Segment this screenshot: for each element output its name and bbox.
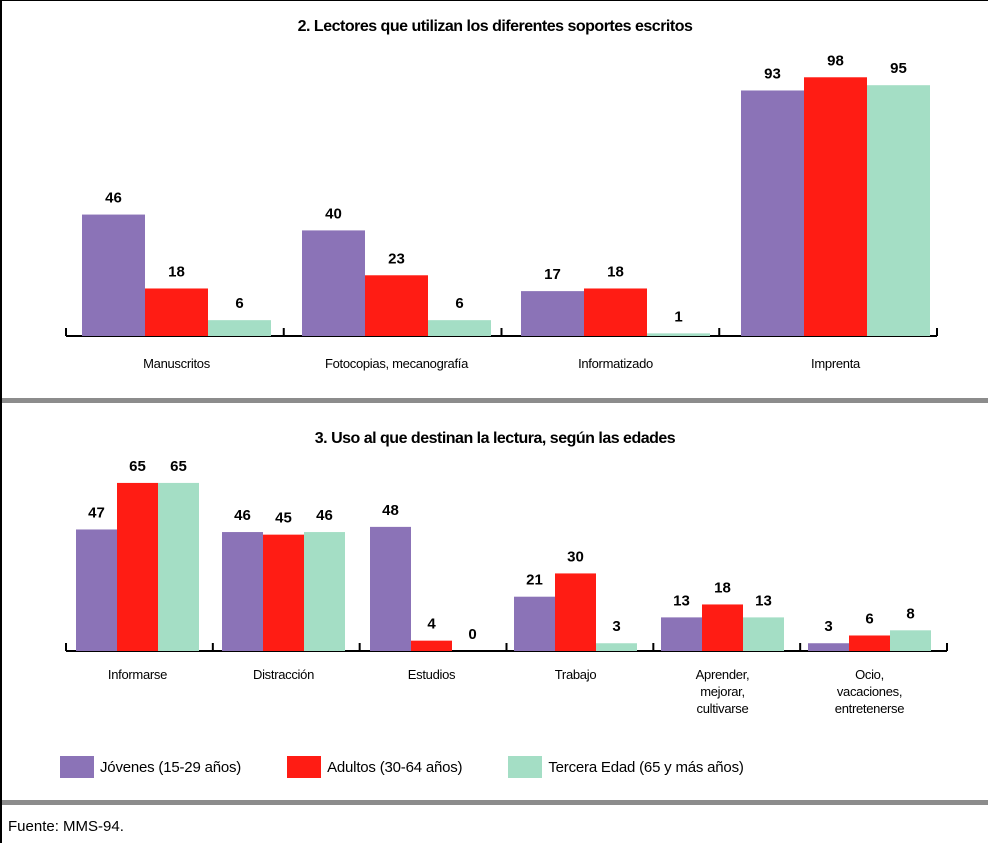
bar-soportes-adultos-4 <box>804 77 867 336</box>
bar-uso-tercera-4 <box>596 643 637 651</box>
category-label: Distracción <box>253 667 314 682</box>
value-label: 18 <box>714 579 731 596</box>
bar-uso-tercera-6 <box>890 630 931 651</box>
value-label: 3 <box>612 618 620 635</box>
legend-item-adultos: Adultos (30-64 años) <box>287 756 463 778</box>
value-label: 65 <box>170 458 187 475</box>
bar-soportes-jovenes-4 <box>741 90 804 336</box>
separator-bottom <box>2 800 988 805</box>
value-label: 13 <box>673 592 690 609</box>
bar-uso-adultos-5 <box>702 604 743 651</box>
separator-top <box>2 398 988 403</box>
value-label: 13 <box>755 592 772 609</box>
legend-label-jovenes: Jóvenes (15-29 años) <box>100 758 242 776</box>
bar-soportes-adultos-1 <box>145 288 208 336</box>
bar-soportes-jovenes-3 <box>521 291 584 336</box>
value-label: 95 <box>890 60 907 77</box>
bar-soportes-jovenes-2 <box>302 230 365 336</box>
category-label: Ocio, vacaciones, entretenerse <box>835 667 904 716</box>
value-label: 18 <box>168 263 185 280</box>
bar-uso-adultos-2 <box>263 534 304 651</box>
bar-soportes-tercera-3 <box>647 333 710 336</box>
legend-label-tercera: Tercera Edad (65 y más años) <box>548 758 744 776</box>
legend-item-jovenes: Jóvenes (15-29 años) <box>60 756 241 778</box>
value-label: 93 <box>764 65 781 82</box>
bar-uso-tercera-5 <box>743 617 784 651</box>
value-label: 18 <box>607 263 624 280</box>
value-label: 8 <box>906 605 914 622</box>
category-label: Trabajo <box>555 667 597 682</box>
value-label: 47 <box>88 504 105 521</box>
value-label: 21 <box>526 572 543 589</box>
bar-uso-jovenes-3 <box>370 526 411 651</box>
chart-title-uso: 3. Uso al que destinan la lectura, según… <box>314 430 676 447</box>
value-label: 23 <box>388 250 405 267</box>
value-label: 4 <box>427 616 436 633</box>
bar-uso-adultos-4 <box>555 573 596 651</box>
value-label: 46 <box>234 507 251 524</box>
bar-soportes-tercera-4 <box>867 85 930 336</box>
legend-swatch-jovenes <box>60 756 94 778</box>
legend-label-adultos: Adultos (30-64 años) <box>327 758 463 776</box>
bar-uso-jovenes-6 <box>808 643 849 651</box>
category-label: Manuscritos <box>143 356 211 371</box>
value-label: 17 <box>544 266 561 283</box>
category-label: Fotocopias, mecanografía <box>325 356 469 371</box>
bar-uso-adultos-3 <box>411 640 452 651</box>
bar-chart-soportes: 46 18 6 Manuscritos 40 23 6 Fotocopias, mecanog… <box>65 52 938 371</box>
legend-swatch-adultos <box>287 756 322 778</box>
bar-uso-adultos-1 <box>117 482 158 651</box>
bar-soportes-adultos-3 <box>584 288 647 336</box>
category-label: Estudios <box>408 667 456 682</box>
source-note: Fuente: MMS-94. <box>8 818 124 835</box>
value-label: 1 <box>674 308 682 325</box>
category-label: Aprender, mejorar, cultivarse <box>696 667 750 716</box>
legend-swatch-tercera <box>508 756 543 778</box>
value-label: 3 <box>824 618 832 635</box>
bar-soportes-tercera-1 <box>208 320 271 336</box>
bar-uso-jovenes-4 <box>514 596 555 651</box>
bar-uso-tercera-2 <box>304 532 345 651</box>
value-label: 6 <box>235 295 243 312</box>
bar-uso-tercera-1 <box>158 482 199 651</box>
bar-uso-jovenes-5 <box>661 617 702 651</box>
value-label: 65 <box>129 458 146 475</box>
value-label: 0 <box>468 626 476 643</box>
legend-item-tercera: Tercera Edad (65 y más años) <box>508 756 744 778</box>
value-label: 46 <box>105 190 122 207</box>
category-label: Imprenta <box>811 356 861 371</box>
bar-soportes-tercera-2 <box>428 320 491 336</box>
chart-panel-soportes: 2. Lectores que utilizan los diferentes … <box>2 0 988 398</box>
bar-uso-jovenes-1 <box>76 529 117 651</box>
value-label: 40 <box>325 205 342 222</box>
bar-uso-jovenes-2 <box>222 532 263 651</box>
value-label: 98 <box>827 52 844 69</box>
bar-soportes-adultos-2 <box>365 275 428 336</box>
value-label: 6 <box>455 295 463 312</box>
chart-panel-uso: 3. Uso al que destinan la lectura, según… <box>2 406 988 800</box>
bar-soportes-jovenes-1 <box>82 214 145 336</box>
value-label: 46 <box>316 507 333 524</box>
bar-uso-adultos-6 <box>849 635 890 651</box>
value-label: 45 <box>275 510 292 527</box>
value-label: 48 <box>382 502 399 519</box>
bar-chart-uso: 47 65 65 Informarse 46 45 46 Distracción 48 4 0 Est… <box>65 458 948 716</box>
value-label: 6 <box>865 610 873 627</box>
value-label: 30 <box>567 548 584 565</box>
legend: Jóvenes (15-29 años) Adultos (30-64 años… <box>60 754 980 780</box>
chart-title-soportes: 2. Lectores que utilizan los diferentes … <box>297 18 693 35</box>
category-label: Informarse <box>108 667 167 682</box>
category-label: Informatizado <box>578 356 653 371</box>
